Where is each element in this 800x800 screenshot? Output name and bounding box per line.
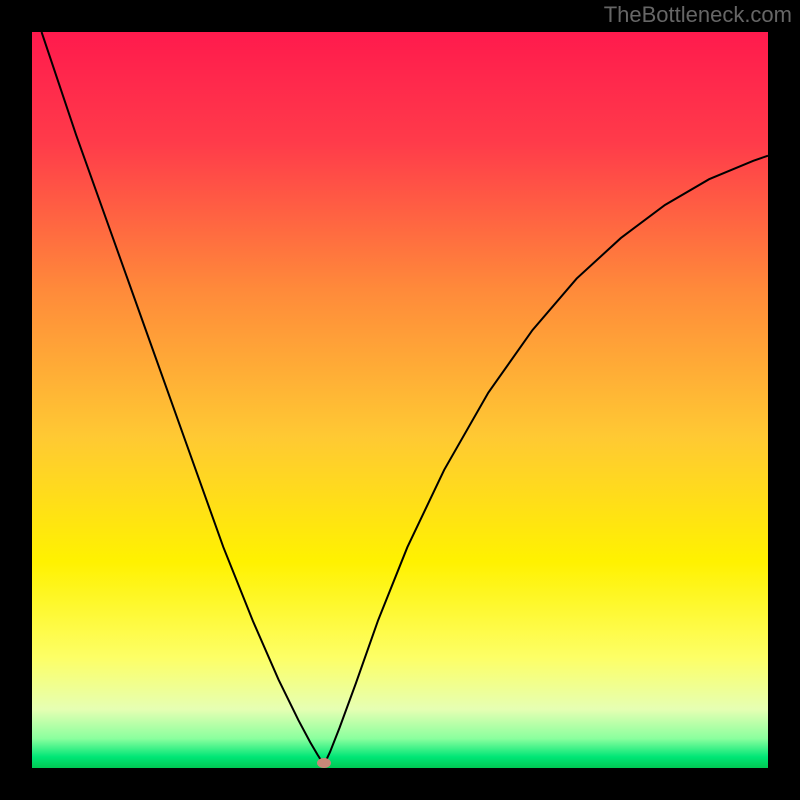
chart-plot-area <box>32 32 768 768</box>
optimal-point-marker <box>317 758 331 768</box>
bottleneck-curve <box>32 32 768 768</box>
watermark-text: TheBottleneck.com <box>604 2 792 28</box>
